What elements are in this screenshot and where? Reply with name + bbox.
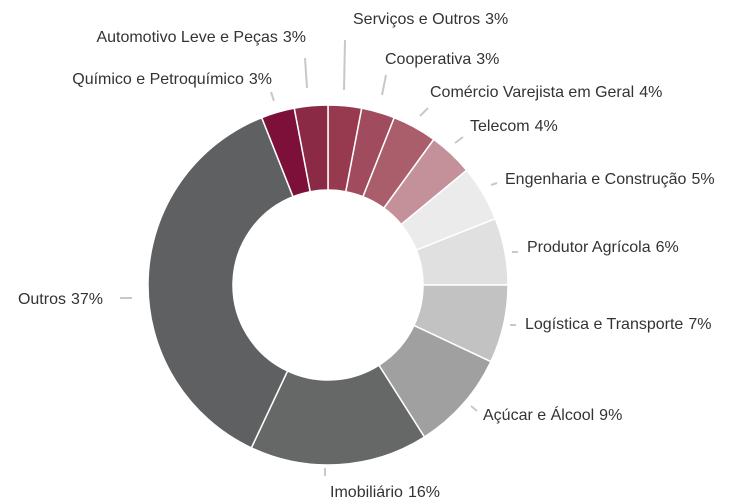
- donut-slice: [250, 364, 426, 466]
- slice-value: 3%: [485, 11, 508, 28]
- slice-value: 3%: [476, 51, 499, 68]
- slice-category: Logística e Transporte: [525, 316, 683, 333]
- leader-line: [470, 405, 478, 412]
- slice-value: 4%: [535, 118, 558, 135]
- slice-value: 3%: [249, 71, 272, 88]
- slice-label: Produtor Agrícola 6%: [527, 239, 679, 256]
- slice-label: Telecom 4%: [470, 118, 558, 135]
- slice-label: Automotivo Leve e Peças 3%: [96, 29, 306, 46]
- slice-category: Açúcar e Álcool: [483, 405, 594, 424]
- slice-category: Produtor Agrícola: [527, 239, 651, 256]
- slice-category: Engenharia e Construção: [505, 171, 687, 188]
- slice-category: Cooperativa: [385, 51, 471, 68]
- slice-value: 5%: [691, 171, 714, 188]
- slice-category: Comércio Varejista em Geral: [430, 84, 634, 101]
- slice-label: Engenharia e Construção 5%: [505, 171, 715, 188]
- slice-label: Comércio Varejista em Geral 4%: [430, 84, 662, 101]
- leader-line: [454, 136, 464, 144]
- slice-label: Logística e Transporte 7%: [525, 316, 711, 333]
- leader-line: [304, 57, 308, 89]
- leader-line: [490, 182, 498, 186]
- leader-line: [270, 91, 275, 102]
- slice-value: 16%: [408, 484, 440, 501]
- donut-slice: [293, 104, 329, 193]
- slice-value: 9%: [599, 407, 622, 424]
- slice-value: 7%: [688, 316, 711, 333]
- slice-label: Serviços e Outros 3%: [353, 11, 508, 28]
- leader-line: [381, 74, 387, 96]
- slice-label: Cooperativa 3%: [385, 51, 499, 68]
- slice-value: 3%: [283, 29, 306, 46]
- slice-category: Imobiliário: [330, 484, 403, 501]
- slice-label: Outros 37%: [18, 291, 103, 308]
- slice-label: Imobiliário 16%: [330, 484, 440, 501]
- slice-label: Açúcar e Álcool 9%: [483, 405, 622, 424]
- slice-category: Telecom: [470, 118, 530, 135]
- slice-value: 4%: [639, 84, 662, 101]
- slice-value: 37%: [71, 291, 103, 308]
- leader-line: [343, 39, 346, 91]
- donut-slice: [147, 116, 295, 449]
- slice-value: 6%: [656, 239, 679, 256]
- slice-category: Químico e Petroquímico: [72, 71, 244, 88]
- leader-line: [419, 107, 429, 117]
- slice-category: Serviços e Outros: [353, 11, 480, 28]
- slice-category: Automotivo Leve e Peças: [96, 29, 277, 46]
- slice-label: Químico e Petroquímico 3%: [72, 71, 272, 88]
- slice-category: Outros: [18, 291, 66, 308]
